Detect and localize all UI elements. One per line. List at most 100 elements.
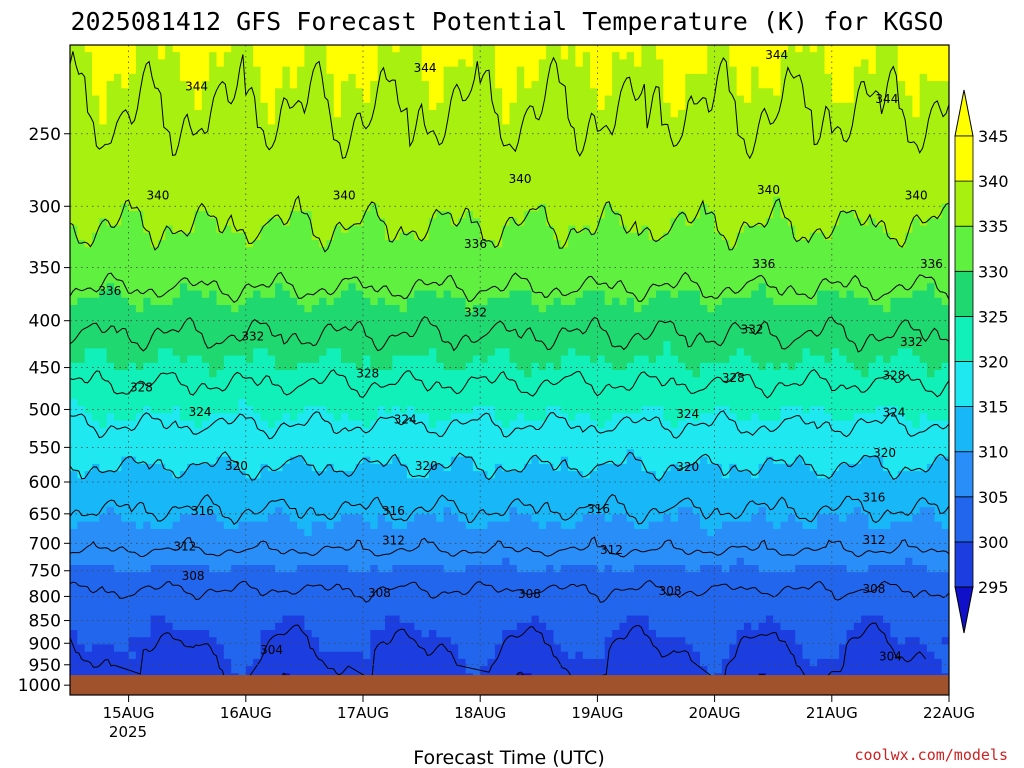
- field-cell: [436, 348, 496, 357]
- field-cell: [377, 45, 393, 53]
- field-cell: [414, 232, 430, 241]
- field-cell: [721, 297, 774, 306]
- field-cell: [70, 456, 122, 465]
- field-cell: [172, 225, 196, 234]
- field-cell: [341, 290, 364, 299]
- field-cell: [70, 615, 152, 624]
- contour-line-340: [70, 195, 949, 253]
- field-cell: [604, 290, 657, 299]
- field-cell: [179, 66, 210, 75]
- field-cell: [919, 413, 928, 422]
- field-cell: [450, 211, 467, 219]
- field-cell: [267, 110, 276, 118]
- field-cell: [392, 355, 437, 364]
- field-cell: [582, 290, 606, 299]
- contour-label: 324: [676, 407, 699, 421]
- field-cell: [406, 471, 430, 479]
- field-cell: [685, 637, 738, 645]
- field-cell: [941, 362, 949, 371]
- field-cell: [92, 73, 115, 82]
- field-cell: [77, 398, 239, 407]
- field-cell: [941, 666, 949, 674]
- contour-label: 320: [676, 460, 699, 474]
- field-cell: [267, 348, 327, 357]
- field-cell: [99, 218, 108, 227]
- field-cell: [897, 406, 949, 414]
- field-cell: [223, 225, 232, 234]
- field-cell: [546, 305, 635, 313]
- field-cell: [612, 73, 664, 82]
- field-cell: [99, 117, 108, 125]
- field-cell: [927, 283, 935, 292]
- field-cell: [700, 456, 708, 465]
- field-cell: [150, 232, 166, 241]
- field-cell: [267, 218, 284, 227]
- field-cell: [275, 355, 320, 364]
- field-cell: [868, 66, 877, 75]
- field-cell: [472, 355, 481, 364]
- field-cell: [846, 290, 855, 299]
- field-cell: [363, 211, 379, 219]
- field-cell: [377, 413, 430, 422]
- field-cell: [436, 102, 503, 111]
- field-cell: [92, 81, 108, 89]
- field-cell: [341, 102, 430, 111]
- field-cell: [765, 218, 789, 227]
- colorbar-tick-label: 315: [978, 398, 1009, 417]
- field-cell: [560, 565, 598, 573]
- field-cell: [92, 413, 108, 422]
- field-cell: [780, 59, 826, 68]
- field-cell: [377, 565, 393, 573]
- field-cell: [604, 651, 701, 660]
- field-cell: [509, 110, 672, 118]
- field-cell: [70, 471, 78, 479]
- field-cell: [736, 630, 796, 638]
- field-cell: [114, 644, 130, 653]
- field-cell: [678, 420, 913, 429]
- field-cell: [831, 225, 884, 234]
- field-cell: [553, 297, 562, 306]
- contour-line-308: [70, 579, 949, 603]
- field-cell: [428, 88, 445, 97]
- field-cell: [201, 355, 225, 364]
- contour-labels: 344 344 344 344 340 340 340 340 340 336 336 336 336 3…: [98, 48, 942, 663]
- contour-label: 328: [722, 371, 745, 385]
- field-cell: [714, 406, 730, 414]
- field-cell: [590, 52, 613, 60]
- colorbar-tick-label: 330: [978, 262, 1009, 281]
- field-cell: [531, 81, 591, 89]
- field-cell: [70, 312, 949, 320]
- field-cell: [780, 52, 826, 60]
- contour-label: 332: [464, 306, 487, 320]
- field-cell: [209, 66, 262, 75]
- field-cell: [370, 456, 393, 465]
- field-cell: [465, 565, 518, 573]
- field-cell: [179, 406, 240, 414]
- field-cell: [194, 95, 203, 104]
- contour-label: 312: [173, 540, 196, 554]
- field-cell: [700, 658, 723, 667]
- field-cell: [721, 658, 811, 667]
- field-cell: [897, 59, 949, 68]
- field-cell: [502, 420, 511, 429]
- field-cell: [934, 507, 949, 515]
- field-cell: [70, 449, 628, 458]
- field-cell: [480, 218, 511, 227]
- field-cell: [157, 45, 166, 53]
- field-cell: [729, 644, 804, 653]
- field-cell: [831, 95, 855, 104]
- field-cell: [84, 355, 108, 364]
- field-cell: [612, 413, 664, 422]
- contour-label: 324: [394, 413, 417, 427]
- field-cell: [875, 59, 899, 68]
- y-tick-label: 800: [29, 587, 61, 607]
- field-cell: [385, 218, 430, 227]
- field-cell: [157, 348, 174, 357]
- field-cell: [392, 456, 401, 465]
- field-cell: [824, 45, 877, 53]
- field-cell: [223, 59, 254, 68]
- field-cell: [70, 658, 232, 667]
- field-cell: [106, 218, 122, 227]
- field-cell: [179, 52, 210, 60]
- x-axis: 15AUG 16AUG 17AUG 18AUG 19AUG 20AUG 21AUG 22AUG: [103, 695, 975, 722]
